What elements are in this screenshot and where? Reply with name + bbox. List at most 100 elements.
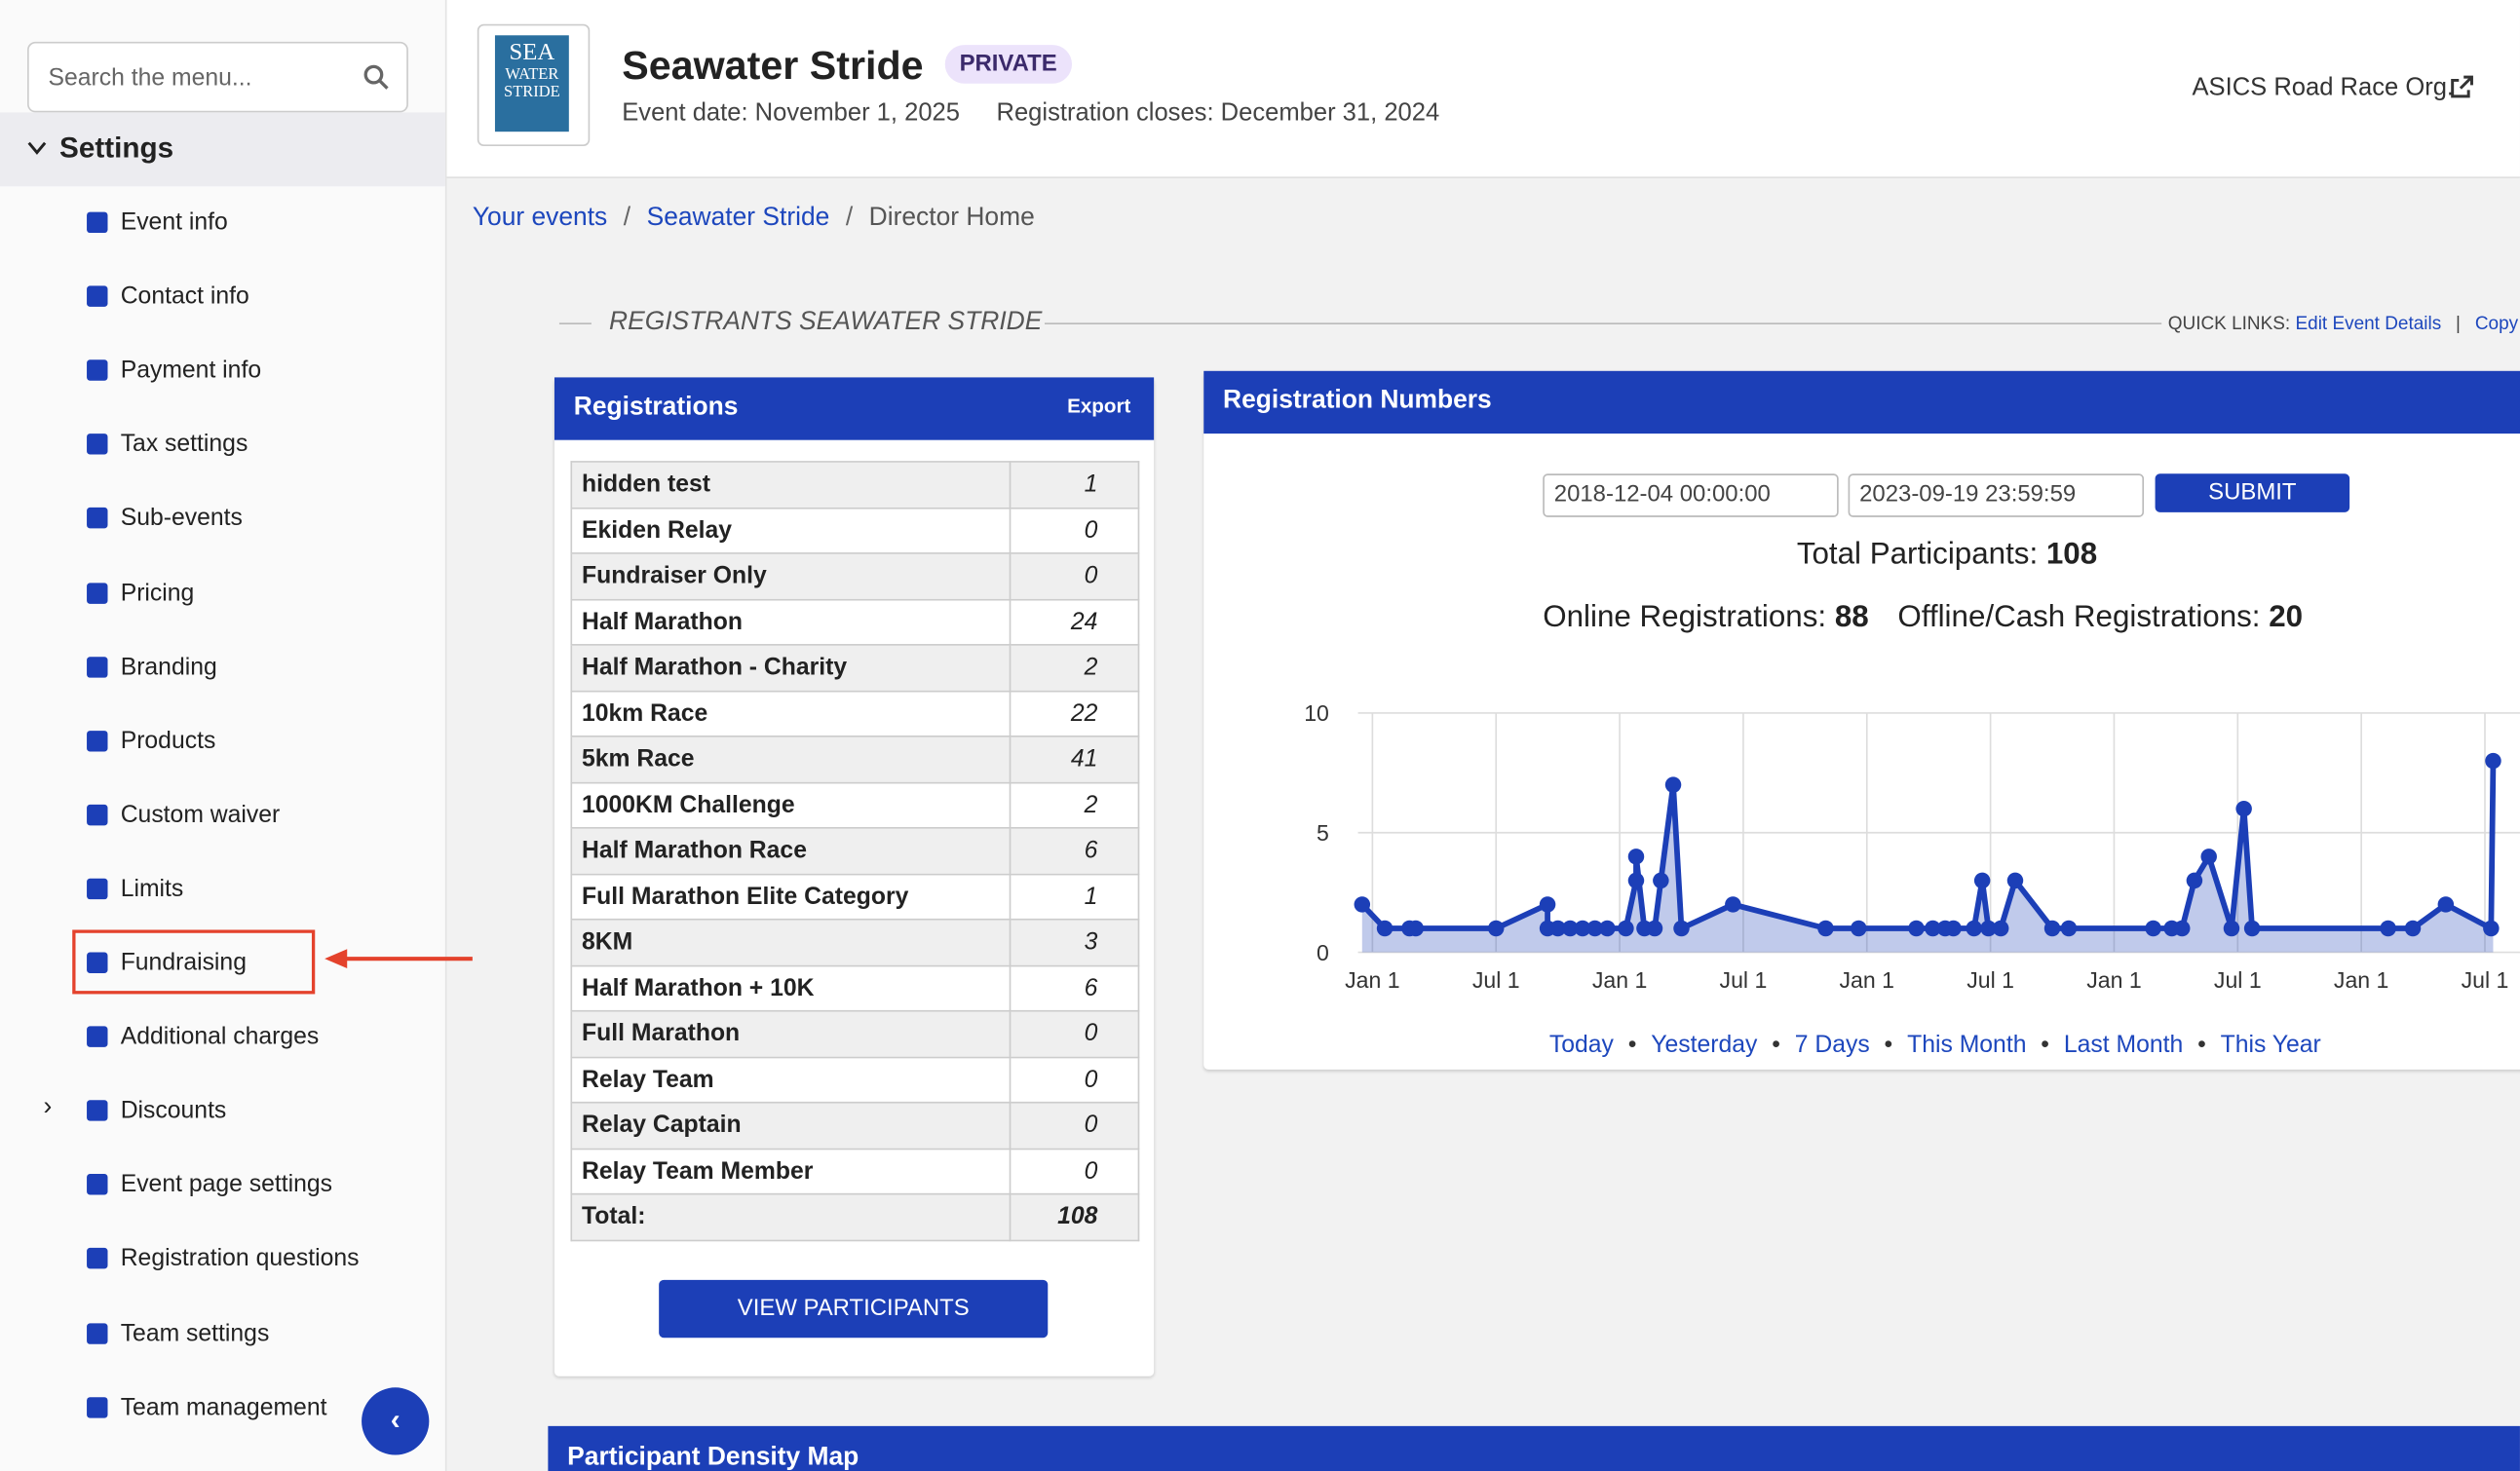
row-count: 41 [1009,736,1140,783]
menu-item[interactable]: Event page settings [0,1166,445,1208]
table-row: 5km Race 41 [570,736,1140,783]
button-label: SUBMIT [2208,479,2297,507]
menu-icon [87,1100,108,1121]
expand-chevron: › [43,1093,53,1121]
menu-item[interactable]: Payment info [0,352,445,394]
point [1925,920,1941,937]
row-count: 0 [1009,1101,1140,1150]
panel-title: Registration Numbers [1223,387,1492,415]
section-header[interactable]: Settings [0,112,445,187]
menu-icon [87,359,108,382]
range-link[interactable]: Last Month [2063,1031,2184,1059]
quick-link[interactable]: Edit Event Details [2295,315,2442,334]
point [1817,920,1834,937]
sidebar: Search the menu... Settings Event info Co… [0,0,447,1471]
menu-icon [87,804,108,825]
menu-item[interactable]: Products [0,722,445,764]
separator: • [1627,1031,1637,1059]
point [2223,920,2240,937]
menu-item[interactable]: Team settings [0,1314,445,1356]
search-box[interactable]: Search the menu... [27,41,408,113]
breadcrumb-link[interactable]: Seawater Stride [646,204,830,232]
range-link[interactable]: Today [1548,1031,1614,1059]
menu-item[interactable]: Additional charges [0,1018,445,1060]
range-link[interactable]: 7 Days [1794,1031,1870,1059]
quick-link[interactable]: Copy [2474,315,2519,334]
menu-item[interactable]: Tax settings [0,426,445,468]
submit-button[interactable]: SUBMIT [2155,473,2350,512]
org-link[interactable]: ASICS Road Race Org. [2192,73,2455,101]
row-count: 2 [1009,644,1140,692]
point [2200,849,2217,865]
point [2173,920,2191,937]
menu-icon [87,211,108,234]
point [2485,752,2501,770]
area [1361,761,2494,953]
row-label: Half Marathon [570,598,1012,646]
external-icon [2451,75,2473,98]
menu-item[interactable]: Registration questions [0,1240,445,1282]
end-date-input[interactable]: 2023-09-19 23:59:59 [1848,473,2145,517]
range-links: Today • Yesterday • 7 Days • This Month • Last M… [1549,1031,2321,1058]
export-link[interactable]: Export [1067,395,1131,418]
menu-item[interactable]: Branding [0,648,445,690]
y-tick-label: 10 [1304,700,1329,726]
menu-item[interactable]: Fundraising [0,944,445,986]
menu-item[interactable]: Contact info [0,278,445,320]
menu-icon [87,1174,108,1195]
view-participants-button[interactable]: VIEW PARTICIPANTS [659,1279,1049,1339]
collapse-button[interactable]: ‹ [362,1387,430,1455]
menu-icon [87,878,108,899]
menu-item[interactable]: Pricing [0,574,445,616]
menu-item[interactable]: Sub-events [0,500,445,542]
point [2437,896,2455,913]
table-row: Half Marathon 24 [570,598,1140,646]
point [2060,920,2078,937]
table-row: 8KM 3 [570,918,1140,966]
x-tick-label: Jan 1 [1345,967,1399,993]
range-link[interactable]: Yesterday [1651,1031,1758,1059]
label: Total Participants: [1796,538,2039,572]
point [2243,920,2261,937]
separator: • [2197,1031,2206,1059]
registrations-panel: Registrations Export hidden test 1 Ekiden … [554,377,1155,1377]
panel-header: Registrations Export [554,377,1155,440]
menu-item[interactable]: Custom waiver [0,796,445,838]
point [2186,872,2203,889]
panel-header: Registration Numbers [1203,370,2520,434]
table-row: Relay Team 0 [570,1055,1140,1104]
menu-item[interactable]: Event info [0,204,445,245]
breadcrumb-link[interactable]: Your events [472,204,608,232]
row-label: Fundraiser Only [570,552,1012,600]
point [2380,920,2396,937]
row-label: Relay Team [570,1055,1012,1104]
range-link[interactable]: This Year [2220,1031,2321,1059]
row-count: 0 [1009,507,1140,554]
menu-item[interactable]: Discounts › [0,1092,445,1134]
quick-links-label: QUICK LINKS: [2167,315,2291,334]
row-count: 2 [1009,781,1140,829]
x-tick-label: Jul 1 [1720,967,1768,993]
row-label: Half Marathon - Charity [570,644,1012,692]
value: 108 [2045,538,2098,572]
menu-label: Payment info [120,357,262,385]
separator: • [1884,1031,1893,1059]
range-link[interactable]: This Month [1907,1031,2027,1059]
menu-label: Event info [120,208,228,237]
menu-icon [87,582,108,604]
menu-label: Discounts [120,1097,227,1125]
point [2043,920,2061,937]
table-row: Full Marathon Elite Category 1 [570,872,1140,921]
menu-item[interactable]: Limits [0,870,445,912]
start-date-input[interactable]: 2018-12-04 00:00:00 [1543,473,1839,517]
x-tick-label: Jul 1 [1966,967,2014,993]
point [1599,920,1616,937]
menu-item[interactable]: Team management [0,1388,445,1430]
y-tick-label: 0 [1317,940,1329,965]
event-logo: SEA WATER STRIDE [477,23,591,147]
quick-links: QUICK LINKS: Edit Event Details | Copy [2167,315,2519,334]
menu-icon [87,730,108,751]
point [1646,920,1663,937]
input-value: 2018-12-04 00:00:00 [1553,481,1771,508]
point [2006,872,2024,889]
